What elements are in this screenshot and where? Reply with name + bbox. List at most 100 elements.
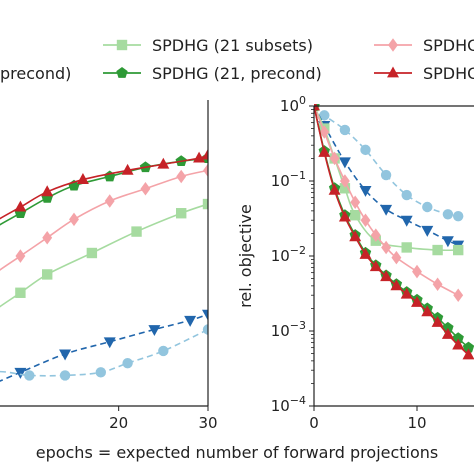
left-series-3-point-9 [193, 151, 206, 163]
right-series-0-point-1 [319, 110, 330, 121]
right-series-5-point-6 [369, 260, 382, 272]
right-series-5-point-10 [411, 295, 423, 307]
right-series-5-point-13 [441, 327, 454, 339]
left-series-5-point-6 [122, 357, 133, 369]
right-series-2-point-6 [401, 242, 412, 253]
left-series-4-point-5 [148, 325, 161, 336]
left-series-3-point-10 [202, 148, 208, 160]
left-series-5-point-7 [158, 345, 169, 357]
right-series-1-point-6 [421, 225, 434, 237]
right-series-3-point-1 [319, 125, 330, 139]
left-series-4-point-4 [103, 337, 116, 349]
right-y-tick-label-2: 10−2 [271, 244, 306, 265]
right-panel: 100 10−1 10−2 10−3 10−40 10 rel. objective [236, 94, 474, 432]
left-series-0-point-6 [86, 247, 98, 259]
left-series-3-point-5 [41, 185, 54, 197]
right-series-0-point-3 [360, 144, 371, 156]
left-series-2-point-3 [15, 249, 26, 263]
right-series-line-5 [314, 105, 470, 356]
left-series-3-point-6 [76, 173, 89, 184]
right-series-5-point-9 [400, 287, 413, 299]
left-series-4-point-6 [184, 315, 197, 327]
right-series-3-point-10 [432, 277, 443, 292]
left-series-1-point-7 [104, 170, 116, 182]
right-series-0-point-4 [380, 169, 392, 181]
left-series-4-point-7 [202, 309, 208, 321]
left-series-5-point-4 [59, 370, 71, 381]
right-y-tick-label-1: 10−1 [271, 169, 306, 190]
right-y-tick-label-0: 100 [280, 94, 306, 115]
legend-marker-1 [116, 39, 128, 51]
legend-label-3: SPDHG [423, 36, 474, 55]
left-series-5-point-3 [24, 370, 35, 381]
right-series-3-point-8 [391, 250, 402, 265]
left-series-4-point-3 [59, 349, 72, 361]
left-series-3-point-4 [14, 200, 27, 212]
left-panel: 20 30 epochs = expected number of forward … [0, 100, 438, 462]
right-x-tick-label-0: 0 [309, 414, 319, 432]
right-series-1-point-2 [338, 157, 351, 169]
left-series-4-point-2 [14, 367, 27, 379]
left-series-2-point-9 [203, 163, 208, 178]
right-y-tick-label-4: 10−4 [271, 394, 306, 415]
right-series-3-point-3 [339, 174, 350, 188]
right-series-1-point-7 [441, 236, 454, 248]
right-series-5-point-15 [462, 348, 474, 360]
left-series-0-point-4 [15, 287, 26, 298]
legend: precond) SPDHG (21 subsets) SPDHG (21, pre… [0, 36, 474, 83]
left-series-0-point-8 [176, 208, 187, 219]
right-series-3-point-5 [360, 213, 371, 227]
right-series-4-point-14 [452, 332, 464, 344]
left-series-line-2 [0, 169, 208, 271]
right-series-2-point-7 [432, 244, 443, 256]
left-series-2-point-5 [69, 212, 79, 227]
right-series-5-point-2 [328, 183, 341, 195]
right-series-2-point-8 [453, 244, 464, 256]
left-series-3-point-7 [121, 163, 134, 175]
left-series-line-0 [0, 203, 208, 308]
left-series-line-4 [0, 313, 208, 382]
right-series-4-point-15 [462, 341, 474, 353]
left-x-tick-label-1: 30 [198, 414, 217, 432]
left-series-0-point-9 [202, 198, 208, 210]
left-series-2-point-6 [104, 194, 115, 208]
left-series-3-point-8 [157, 157, 170, 169]
right-series-line-3 [314, 105, 459, 296]
right-series-5-point-5 [359, 247, 372, 259]
right-series-3-point-9 [412, 264, 422, 279]
right-plot-area [314, 104, 474, 360]
x-axis-label: epochs = expected number of forward proj… [36, 443, 439, 462]
right-series-1-point-3 [359, 185, 372, 197]
right-series-3-point-2 [329, 151, 340, 166]
right-series-5-point-7 [380, 270, 393, 282]
left-plot-area [0, 148, 208, 382]
right-series-0-point-5 [401, 189, 412, 201]
legend-label-2: SPDHG (21, precond) [152, 64, 322, 83]
legend-label-0: precond) [0, 64, 71, 83]
right-series-5-point-3 [338, 210, 351, 222]
right-series-3-point-7 [381, 240, 392, 255]
right-series-5-point-14 [452, 338, 465, 350]
right-series-5-point-8 [390, 279, 403, 291]
left-series-2-point-4 [42, 230, 53, 245]
left-series-2-point-8 [176, 169, 187, 184]
left-series-0-point-5 [42, 269, 53, 280]
right-series-5-point-12 [431, 315, 444, 327]
right-series-line-4 [314, 105, 470, 349]
right-series-0-point-8 [453, 210, 464, 222]
legend-marker-2 [116, 67, 128, 78]
right-series-0-point-6 [422, 201, 433, 213]
legend-marker-3 [388, 38, 398, 52]
right-series-1-point-5 [400, 215, 413, 227]
left-x-tick-label-0: 20 [109, 414, 128, 432]
right-series-5-point-11 [421, 305, 434, 317]
legend-marker-4 [387, 66, 399, 78]
right-series-1-point-4 [380, 204, 393, 216]
right-series-2-point-3 [339, 183, 351, 194]
right-series-3-point-6 [370, 228, 381, 242]
legend-label-1: SPDHG (21 subsets) [152, 36, 313, 55]
legend-label-4: SPDHG [423, 64, 474, 83]
right-series-3-point-11 [453, 288, 464, 302]
right-series-0-point-7 [442, 209, 454, 220]
